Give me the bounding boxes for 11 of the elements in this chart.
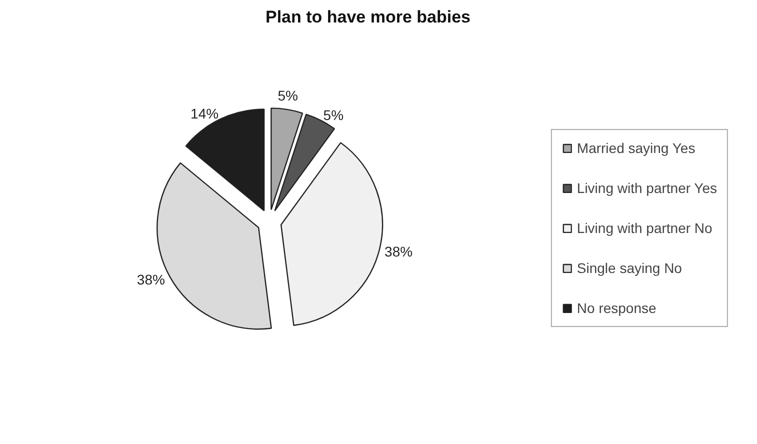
legend-label: Living with partner No xyxy=(576,220,712,236)
legend-label: Living with partner Yes xyxy=(576,180,717,196)
legend-label: No response xyxy=(576,300,656,316)
data-label: 38% xyxy=(384,243,413,260)
legend-label: Single saying No xyxy=(576,260,682,276)
data-label: 5% xyxy=(323,107,344,124)
data-label: 38% xyxy=(136,271,165,288)
data-label: 5% xyxy=(278,88,298,104)
chart-title: Plan to have more babies xyxy=(265,8,471,26)
legend-label: Married saying Yes xyxy=(576,140,696,156)
data-label: 14% xyxy=(190,106,219,122)
